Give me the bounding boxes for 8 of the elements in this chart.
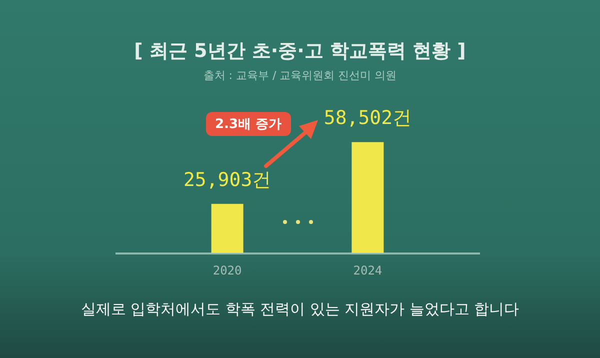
text: 실제로 입학처에서도 학폭 전력이 있는 지원자가 늘었다고 합니다 [80, 300, 520, 319]
x-tick-label: 2020 [212, 264, 242, 278]
text: 2.3배 증가 [206, 112, 291, 136]
chart-subtitle: 출처 : 교육부 / 교육위원회 진선미 의원 [202, 68, 398, 83]
data-label: 58,502건 [324, 107, 412, 130]
data-label: 25,903건 [183, 168, 272, 191]
chart-title: [ 최근 5년간 초·중·고 학교폭력 현황 ] [133, 39, 467, 64]
x-tick-label: 2024 [353, 264, 382, 278]
